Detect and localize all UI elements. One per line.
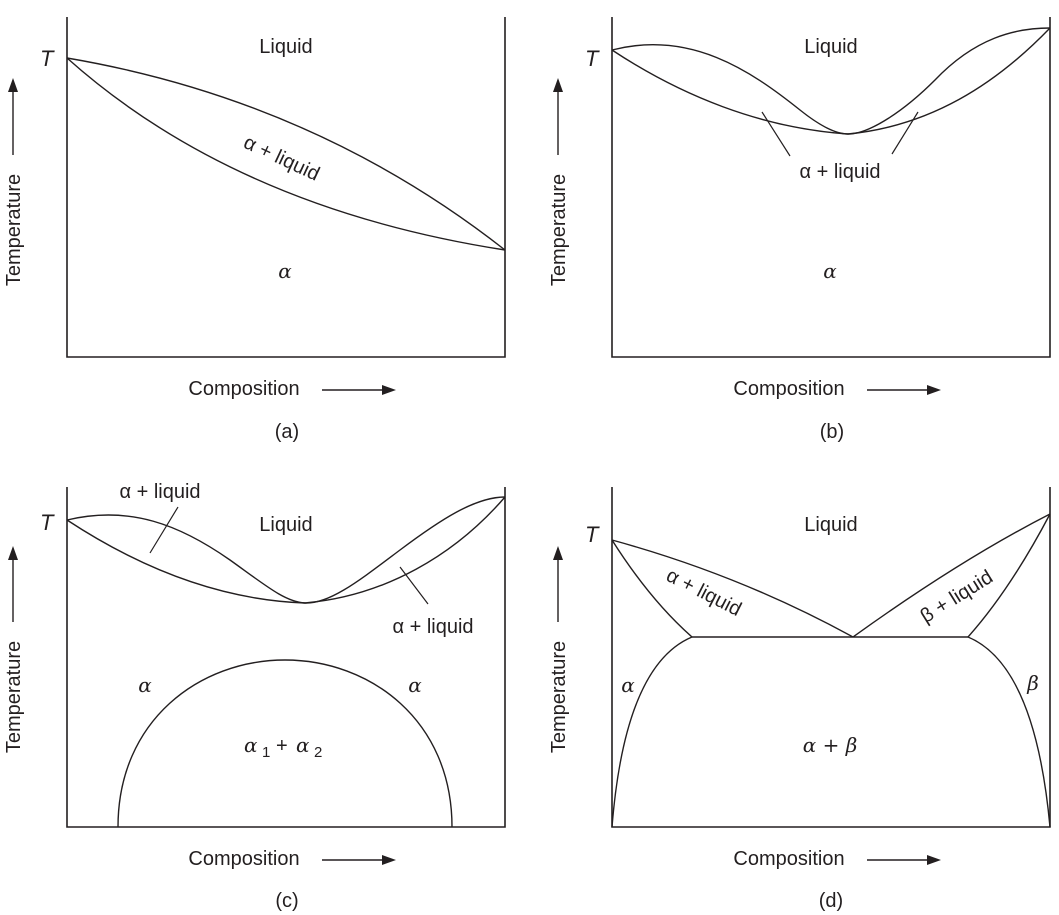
panel-b-y-axis-label: Temperature xyxy=(548,78,570,286)
panel-b-x-label-text: Composition xyxy=(733,378,844,400)
panel-c-x-label-text: Composition xyxy=(188,848,299,870)
panel-c-region-alpha-liquid-left: α + liquid xyxy=(119,481,200,503)
panel-a-region-alpha: α xyxy=(278,259,292,283)
panel-b-region-liquid: Liquid xyxy=(804,36,857,58)
panel-b-leader-left xyxy=(761,111,791,157)
panel-a-y-arrow-head xyxy=(8,78,18,92)
panel-c-leader-left xyxy=(149,506,179,554)
panel-c-alpha1-symbol: α xyxy=(244,733,258,757)
panel-a-frame xyxy=(66,17,506,358)
panel-c-liquidus xyxy=(66,496,506,604)
panel-d-liquidus-left xyxy=(611,539,854,638)
panel-c-plus-sign: + xyxy=(276,735,288,757)
panel-c-region-alpha1-alpha2: α 1 + α 2 xyxy=(244,733,322,761)
panel-c-y-axis-label: Temperature xyxy=(3,546,25,753)
panel-d-y-label-text: Temperature xyxy=(548,641,570,753)
panel-d-y-arrow-head xyxy=(553,546,563,560)
panel-d-x-arrow-head xyxy=(927,855,941,865)
panel-a: T Temperature Liquid α + liquid α Compos… xyxy=(3,17,506,443)
panel-b-x-axis-label: Composition xyxy=(733,378,941,400)
panel-c-alpha2-symbol: α xyxy=(296,733,310,757)
panel-d-region-liquid: Liquid xyxy=(804,514,857,536)
panel-c-alpha1-subscript: 1 xyxy=(262,744,270,761)
panel-b-region-alpha-liquid: α + liquid xyxy=(799,161,880,183)
panel-c-region-alpha-left: α xyxy=(138,673,152,697)
panel-c-t-symbol: T xyxy=(40,510,55,535)
panel-c: T Temperature α + liquid Liquid α + liqu… xyxy=(3,481,506,912)
panel-d-caption: (d) xyxy=(819,890,843,912)
panel-c-frame xyxy=(66,487,506,828)
panel-a-caption: (a) xyxy=(275,421,299,443)
panel-c-x-axis-label: Composition xyxy=(188,848,396,870)
panel-c-alpha2-subscript: 2 xyxy=(314,744,322,761)
panel-d-solidus-left xyxy=(611,539,693,638)
panel-d-x-axis-label: Composition xyxy=(733,848,941,870)
panel-a-x-axis-label: Composition xyxy=(188,378,396,400)
panel-d-region-beta-liquid: β + liquid xyxy=(917,566,997,628)
panel-c-x-arrow-head xyxy=(382,855,396,865)
panel-a-solidus xyxy=(66,57,506,251)
panel-d-region-alpha: α xyxy=(621,673,635,697)
panel-b-caption: (b) xyxy=(820,421,844,443)
panel-c-y-label-text: Temperature xyxy=(3,641,25,753)
panel-a-t-symbol: T xyxy=(40,46,55,71)
panel-b-y-label-text: Temperature xyxy=(548,174,570,286)
panel-c-region-alpha-right: α xyxy=(408,673,422,697)
panel-d-solvus-right xyxy=(967,636,1051,828)
panel-d-solidus-right xyxy=(967,513,1051,638)
panel-b: T Temperature Liquid α + liquid α Compos… xyxy=(548,17,1051,443)
panel-b-x-arrow-head xyxy=(927,385,941,395)
panel-b-leader-right xyxy=(891,111,919,155)
panel-d-region-alpha-liquid: α + liquid xyxy=(663,564,745,620)
panel-c-leader-right xyxy=(399,566,429,605)
panel-d-t-symbol: T xyxy=(585,522,600,547)
panel-c-y-arrow-head xyxy=(8,546,18,560)
panel-c-region-alpha-liquid-right: α + liquid xyxy=(392,616,473,638)
panel-d-region-alpha-beta: α + β xyxy=(803,733,858,757)
panel-b-region-alpha: α xyxy=(823,259,837,283)
panel-c-solidus xyxy=(66,496,506,604)
panel-d: T Temperature Liquid α + liquid β + liqu… xyxy=(548,487,1051,912)
panel-d-y-axis-label: Temperature xyxy=(548,546,570,753)
panel-a-region-liquid: Liquid xyxy=(259,36,312,58)
panel-a-x-label-text: Composition xyxy=(188,378,299,400)
panel-b-y-arrow-head xyxy=(553,78,563,92)
panel-c-caption: (c) xyxy=(275,890,298,912)
panel-b-t-symbol: T xyxy=(585,46,600,71)
panel-c-region-liquid: Liquid xyxy=(259,514,312,536)
panel-b-solidus xyxy=(611,27,1051,135)
panel-b-frame xyxy=(611,17,1051,358)
panel-d-region-beta: β xyxy=(1026,671,1039,695)
panel-d-x-label-text: Composition xyxy=(733,848,844,870)
panel-d-liquidus-right xyxy=(852,513,1051,638)
panel-a-y-label-text: Temperature xyxy=(3,174,25,286)
panel-c-miscibility-gap xyxy=(117,659,453,828)
panel-a-liquidus xyxy=(66,57,506,251)
panel-a-y-axis-label: Temperature xyxy=(3,78,25,286)
panel-a-x-arrow-head xyxy=(382,385,396,395)
panel-d-solvus-left xyxy=(611,636,693,828)
panel-d-frame xyxy=(611,487,1051,828)
